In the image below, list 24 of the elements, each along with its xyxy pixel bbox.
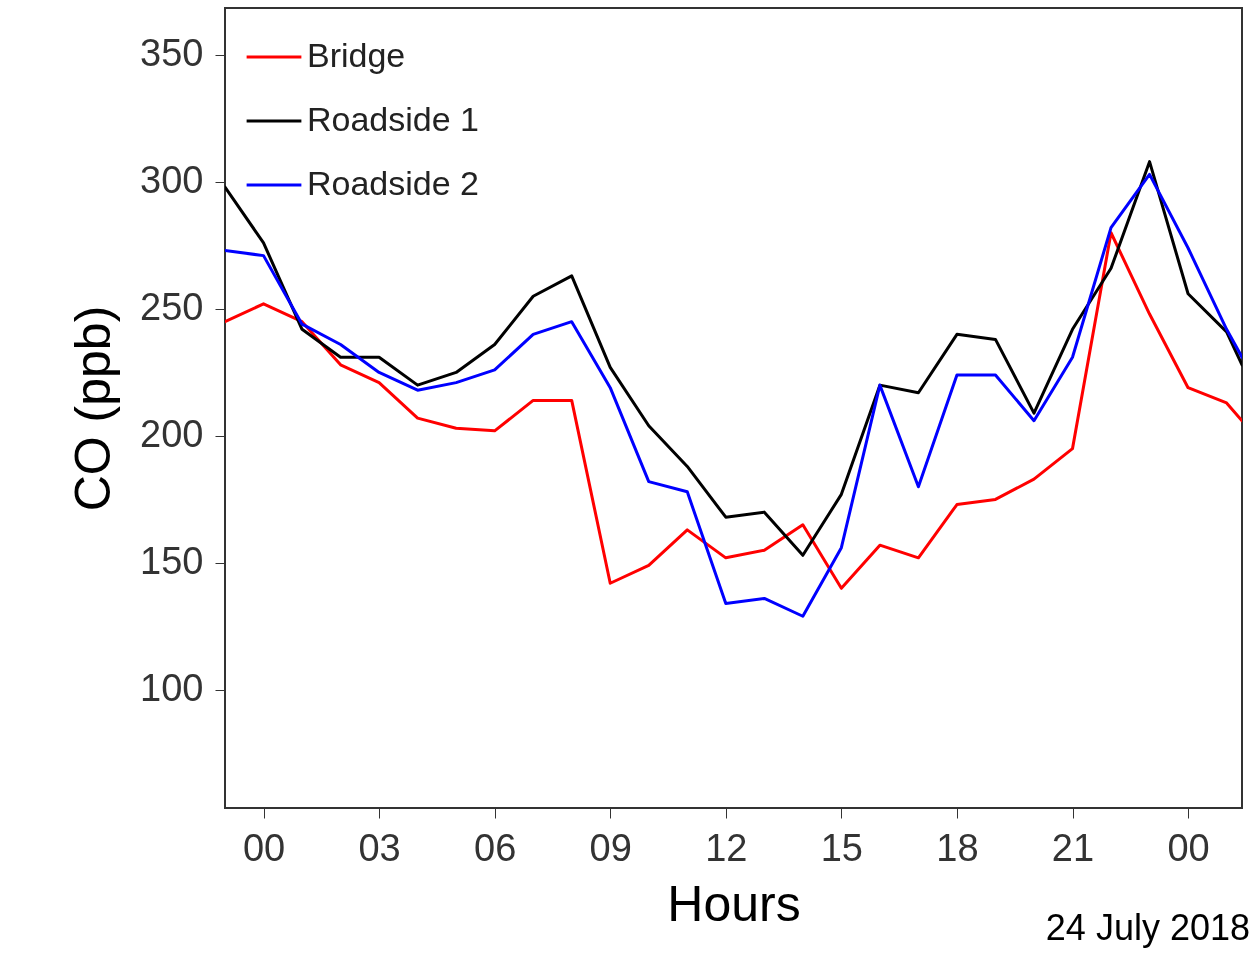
y-tick-label: 200 <box>140 413 204 456</box>
y-tick-label: 300 <box>140 159 204 202</box>
legend-label: Roadside 1 <box>307 100 480 138</box>
x-tick-label: 18 <box>936 826 979 869</box>
y-axis-title: CO (ppb) <box>65 305 122 512</box>
line-series <box>225 172 1242 618</box>
x-axis-title: Hours <box>667 875 801 932</box>
x-tick-label: 03 <box>358 826 401 869</box>
y-tick-label: 250 <box>140 286 204 329</box>
y-tick-label: 350 <box>140 32 204 75</box>
legend-label: Bridge <box>307 36 406 74</box>
line-series <box>225 160 1242 557</box>
text: 24 July 2018 <box>1045 907 1250 948</box>
x-tick-label: 00 <box>242 826 286 869</box>
y-tick-label: 150 <box>140 540 204 583</box>
y-tick-label: 100 <box>140 667 204 710</box>
line-series <box>225 231 1242 590</box>
x-tick-label: 06 <box>474 826 517 869</box>
x-tick-label: 12 <box>705 826 748 869</box>
x-tick-label: 15 <box>820 826 863 869</box>
legend-label: Roadside 2 <box>307 164 480 202</box>
x-tick-label: 00 <box>1167 826 1210 869</box>
x-tick-label: 21 <box>1051 826 1095 869</box>
x-tick-label: 09 <box>589 826 632 869</box>
